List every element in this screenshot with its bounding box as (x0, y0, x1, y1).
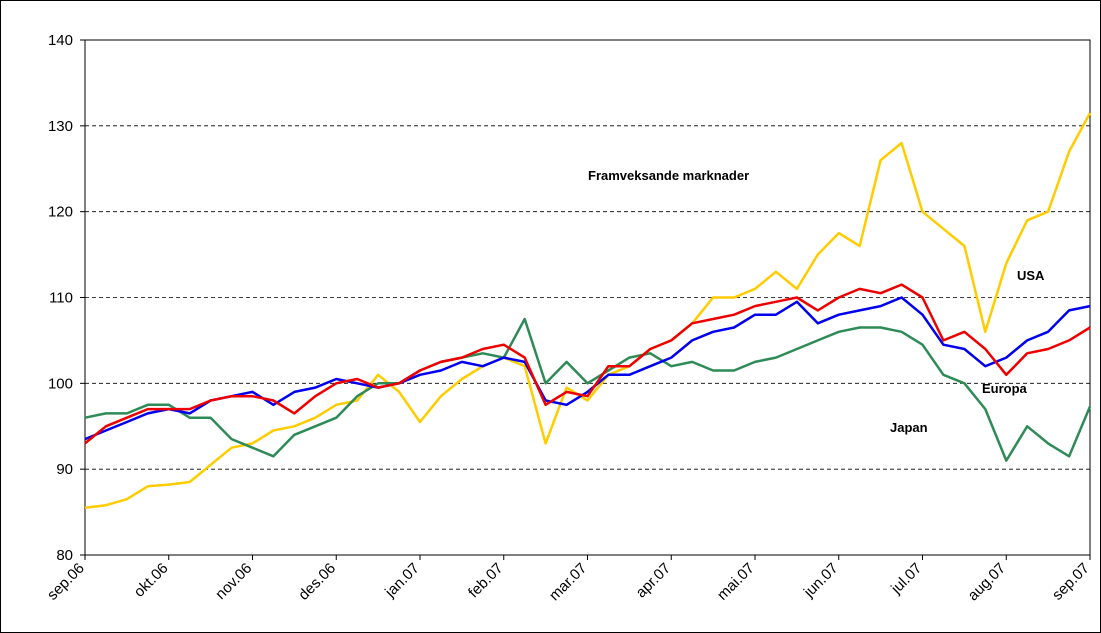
annotation: Framveksande marknader (588, 168, 749, 183)
y-tick-label: 110 (49, 290, 73, 307)
y-tick-label: 120 (48, 204, 73, 221)
y-tick-label: 130 (48, 118, 73, 135)
annotation: USA (1017, 268, 1045, 283)
y-tick-label: 80 (56, 547, 73, 564)
line-series (84, 283, 1091, 445)
y-tick-label: 100 (48, 375, 73, 392)
y-tick-label: 90 (56, 461, 73, 478)
annotation: Japan (890, 420, 928, 435)
line-series (84, 296, 1091, 441)
line-series (84, 112, 1092, 510)
annotation: Europa (982, 381, 1028, 396)
line-series (84, 317, 1092, 462)
y-tick-label: 140 (48, 32, 73, 49)
